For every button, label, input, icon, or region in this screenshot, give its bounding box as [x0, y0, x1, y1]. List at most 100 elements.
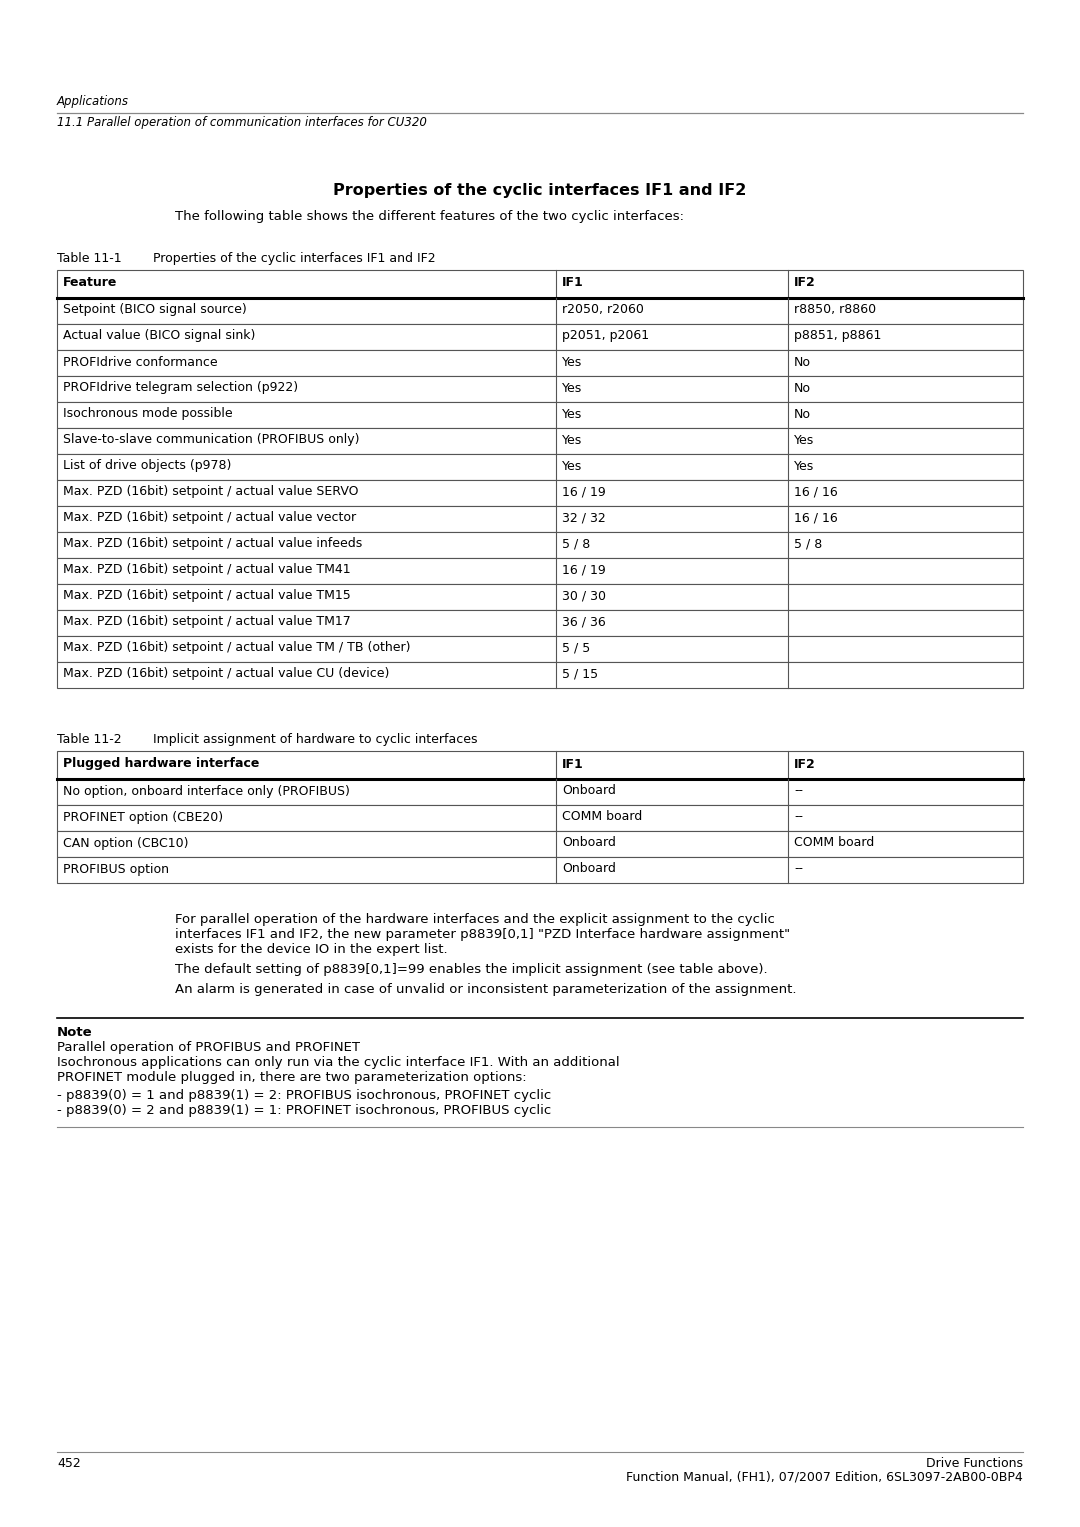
- Text: PROFIBUS option: PROFIBUS option: [63, 863, 168, 875]
- Bar: [57, 324, 1023, 350]
- Bar: [57, 557, 1023, 583]
- Text: Properties of the cyclic interfaces IF1 and IF2: Properties of the cyclic interfaces IF1 …: [137, 252, 435, 266]
- Bar: [57, 505, 1023, 531]
- Text: Onboard: Onboard: [562, 785, 616, 797]
- Text: IF1: IF1: [562, 757, 584, 771]
- Text: Applications: Applications: [57, 95, 129, 108]
- Text: Max. PZD (16bit) setpoint / actual value TM41: Max. PZD (16bit) setpoint / actual value…: [63, 563, 351, 577]
- Text: p8851, p8861: p8851, p8861: [794, 330, 881, 342]
- Text: CAN option (CBC10): CAN option (CBC10): [63, 837, 189, 849]
- Bar: [57, 805, 1023, 831]
- Text: Max. PZD (16bit) setpoint / actual value vector: Max. PZD (16bit) setpoint / actual value…: [63, 512, 356, 524]
- Bar: [57, 270, 1023, 298]
- Text: Actual value (BICO signal sink): Actual value (BICO signal sink): [63, 330, 255, 342]
- Text: Isochronous mode possible: Isochronous mode possible: [63, 408, 232, 420]
- Bar: [57, 298, 1023, 324]
- Text: An alarm is generated in case of unvalid or inconsistent parameterization of the: An alarm is generated in case of unvalid…: [175, 983, 797, 996]
- Text: 16 / 19: 16 / 19: [562, 486, 606, 498]
- Bar: [57, 609, 1023, 637]
- Text: 5 / 15: 5 / 15: [562, 667, 598, 681]
- Text: No: No: [794, 408, 811, 420]
- Bar: [57, 402, 1023, 428]
- Text: exists for the device IO in the expert list.: exists for the device IO in the expert l…: [175, 944, 447, 956]
- Text: Max. PZD (16bit) setpoint / actual value CU (device): Max. PZD (16bit) setpoint / actual value…: [63, 667, 390, 681]
- Text: 452: 452: [57, 1457, 81, 1471]
- Text: Onboard: Onboard: [562, 837, 616, 849]
- Text: Yes: Yes: [562, 382, 582, 394]
- Text: 5 / 8: 5 / 8: [794, 538, 822, 551]
- Text: p2051, p2061: p2051, p2061: [562, 330, 649, 342]
- Text: No: No: [794, 356, 811, 368]
- Text: 16 / 16: 16 / 16: [794, 512, 838, 524]
- Text: COMM board: COMM board: [794, 837, 874, 849]
- Text: IF2: IF2: [794, 757, 815, 771]
- Text: Slave-to-slave communication (PROFIBUS only): Slave-to-slave communication (PROFIBUS o…: [63, 434, 360, 446]
- Text: Yes: Yes: [562, 460, 582, 472]
- Text: PROFIdrive telegram selection (p922): PROFIdrive telegram selection (p922): [63, 382, 298, 394]
- Text: 11.1 Parallel operation of communication interfaces for CU320: 11.1 Parallel operation of communication…: [57, 116, 427, 128]
- Text: The default setting of p8839[0,1]=99 enables the implicit assignment (see table : The default setting of p8839[0,1]=99 ena…: [175, 964, 768, 976]
- Text: PROFIdrive conformance: PROFIdrive conformance: [63, 356, 218, 368]
- Text: Max. PZD (16bit) setpoint / actual value TM / TB (other): Max. PZD (16bit) setpoint / actual value…: [63, 641, 410, 655]
- Bar: [57, 637, 1023, 663]
- Text: IF1: IF1: [562, 276, 584, 290]
- Text: The following table shows the different features of the two cyclic interfaces:: The following table shows the different …: [175, 211, 684, 223]
- Text: 30 / 30: 30 / 30: [562, 589, 606, 603]
- Text: Yes: Yes: [562, 408, 582, 420]
- Text: IF2: IF2: [794, 276, 815, 290]
- Text: 32 / 32: 32 / 32: [562, 512, 606, 524]
- Text: Isochronous applications can only run via the cyclic interface IF1. With an addi: Isochronous applications can only run vi…: [57, 1057, 620, 1069]
- Text: --: --: [794, 785, 804, 797]
- Text: - p8839(0) = 1 and p8839(1) = 2: PROFIBUS isochronous, PROFINET cyclic: - p8839(0) = 1 and p8839(1) = 2: PROFIBU…: [57, 1089, 551, 1102]
- Text: Max. PZD (16bit) setpoint / actual value TM17: Max. PZD (16bit) setpoint / actual value…: [63, 615, 351, 629]
- Text: Table 11-1: Table 11-1: [57, 252, 122, 266]
- Text: For parallel operation of the hardware interfaces and the explicit assignment to: For parallel operation of the hardware i…: [175, 913, 774, 925]
- Text: No: No: [794, 382, 811, 394]
- Text: PROFINET module plugged in, there are two parameterization options:: PROFINET module plugged in, there are tw…: [57, 1070, 527, 1084]
- Text: Max. PZD (16bit) setpoint / actual value TM15: Max. PZD (16bit) setpoint / actual value…: [63, 589, 351, 603]
- Bar: [57, 350, 1023, 376]
- Bar: [57, 428, 1023, 454]
- Text: Max. PZD (16bit) setpoint / actual value SERVO: Max. PZD (16bit) setpoint / actual value…: [63, 486, 359, 498]
- Text: COMM board: COMM board: [562, 811, 643, 823]
- Text: r8850, r8860: r8850, r8860: [794, 304, 876, 316]
- Text: 16 / 16: 16 / 16: [794, 486, 838, 498]
- Text: PROFINET option (CBE20): PROFINET option (CBE20): [63, 811, 224, 823]
- Text: Yes: Yes: [794, 434, 814, 446]
- Text: No option, onboard interface only (PROFIBUS): No option, onboard interface only (PROFI…: [63, 785, 350, 797]
- Text: Max. PZD (16bit) setpoint / actual value infeeds: Max. PZD (16bit) setpoint / actual value…: [63, 538, 362, 551]
- Bar: [57, 583, 1023, 609]
- Text: Parallel operation of PROFIBUS and PROFINET: Parallel operation of PROFIBUS and PROFI…: [57, 1041, 360, 1054]
- Text: 36 / 36: 36 / 36: [562, 615, 606, 629]
- Bar: [57, 831, 1023, 857]
- Bar: [57, 751, 1023, 779]
- Bar: [57, 663, 1023, 689]
- Text: Feature: Feature: [63, 276, 118, 290]
- Bar: [57, 857, 1023, 883]
- Text: Onboard: Onboard: [562, 863, 616, 875]
- Text: Yes: Yes: [562, 434, 582, 446]
- Bar: [57, 454, 1023, 479]
- Bar: [57, 779, 1023, 805]
- Text: Function Manual, (FH1), 07/2007 Edition, 6SL3097-2AB00-0BP4: Function Manual, (FH1), 07/2007 Edition,…: [626, 1471, 1023, 1483]
- Text: 5 / 5: 5 / 5: [562, 641, 591, 655]
- Text: - p8839(0) = 2 and p8839(1) = 1: PROFINET isochronous, PROFIBUS cyclic: - p8839(0) = 2 and p8839(1) = 1: PROFINE…: [57, 1104, 551, 1116]
- Text: Note: Note: [57, 1026, 93, 1038]
- Text: --: --: [794, 811, 804, 823]
- Text: --: --: [794, 863, 804, 875]
- Text: Yes: Yes: [562, 356, 582, 368]
- Text: List of drive objects (p978): List of drive objects (p978): [63, 460, 231, 472]
- Bar: [57, 531, 1023, 557]
- Text: 5 / 8: 5 / 8: [562, 538, 591, 551]
- Text: Setpoint (BICO signal source): Setpoint (BICO signal source): [63, 304, 246, 316]
- Text: 16 / 19: 16 / 19: [562, 563, 606, 577]
- Text: r2050, r2060: r2050, r2060: [562, 304, 644, 316]
- Bar: [57, 376, 1023, 402]
- Text: Yes: Yes: [794, 460, 814, 472]
- Bar: [57, 479, 1023, 505]
- Text: Drive Functions: Drive Functions: [926, 1457, 1023, 1471]
- Text: Implicit assignment of hardware to cyclic interfaces: Implicit assignment of hardware to cycli…: [137, 733, 477, 747]
- Text: interfaces IF1 and IF2, the new parameter p8839[0,1] "PZD Interface hardware ass: interfaces IF1 and IF2, the new paramete…: [175, 928, 791, 941]
- Text: Table 11-2: Table 11-2: [57, 733, 122, 747]
- Text: Properties of the cyclic interfaces IF1 and IF2: Properties of the cyclic interfaces IF1 …: [334, 183, 746, 199]
